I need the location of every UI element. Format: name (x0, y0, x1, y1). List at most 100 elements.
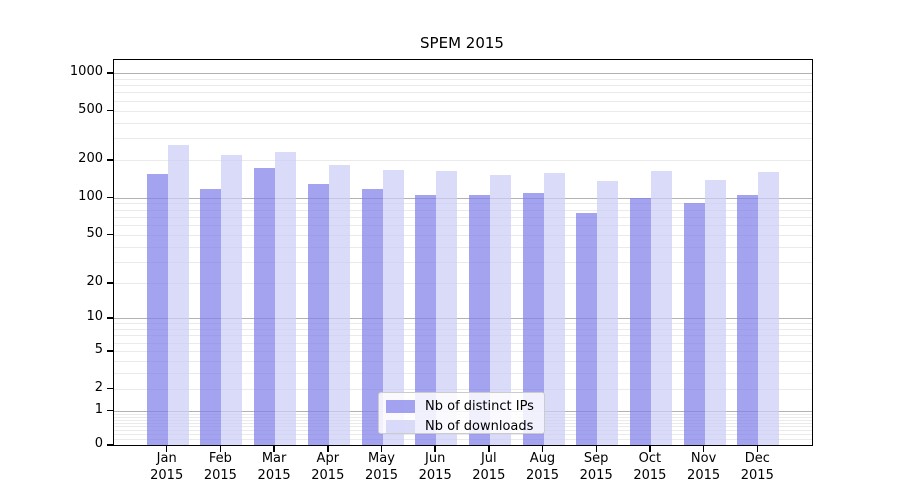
bars-layer (114, 60, 812, 445)
y-tick-10 (107, 317, 113, 319)
bar-downloads-aug (543, 173, 565, 445)
y-tick-label-5: 5 (94, 342, 103, 358)
y-tick-label-10: 10 (86, 309, 103, 325)
x-tick-nov (702, 445, 705, 452)
major-gridline-10 (114, 318, 812, 320)
x-tick-label-oct: Oct 2015 (633, 451, 667, 483)
y-tick-label-100: 100 (78, 188, 103, 204)
legend-label-distinct-ips: Nb of distinct IPs (425, 398, 534, 414)
x-tick-mar (273, 445, 275, 452)
bar-distinct-ips-jan (146, 174, 168, 445)
x-tick-sep (595, 445, 597, 452)
bar-distinct-ips-dec (737, 194, 759, 445)
bar-downloads-may (382, 170, 404, 445)
y-tick-2 (107, 387, 113, 390)
bar-downloads-apr (328, 165, 350, 445)
minor-gridline-600 (114, 100, 812, 102)
y-tick-label-0: 0 (94, 436, 103, 451)
minor-gridline-4 (114, 361, 812, 362)
bar-downloads-jul (489, 174, 511, 445)
bar-downloads-jan (167, 145, 189, 445)
bar-distinct-ips-apr (307, 183, 329, 445)
x-tick-may (380, 445, 383, 452)
x-tick-label-nov: Nov 2015 (687, 451, 721, 483)
y-tick-label-200: 200 (78, 151, 103, 167)
y-tick-1 (107, 409, 113, 412)
legend-item-downloads: Nb of downloads (379, 418, 544, 434)
minor-gridline-20 (114, 283, 812, 284)
y-tick-200 (107, 159, 113, 161)
y-tick-label-50: 50 (86, 225, 103, 241)
minor-gridline-900 (114, 78, 812, 80)
x-tick-label-may: May 2015 (364, 451, 399, 483)
x-tick-label-feb: Feb 2015 (203, 451, 237, 483)
x-tick-aug (541, 445, 544, 452)
x-tick-jun (434, 445, 436, 452)
x-tick-label-aug: Aug 2015 (525, 451, 560, 483)
legend-swatch-downloads (386, 419, 415, 433)
bar-downloads-oct (650, 171, 672, 445)
y-tick-label-2: 2 (94, 379, 103, 395)
x-tick-label-dec: Dec 2015 (740, 451, 774, 483)
minor-gridline-200 (114, 160, 812, 162)
x-tick-label-jun: Jun 2015 (418, 451, 452, 483)
bar-distinct-ips-sep (576, 213, 598, 445)
x-tick-label-mar: Mar 2015 (257, 451, 291, 483)
legend: Nb of distinct IPs Nb of downloads (378, 392, 545, 434)
minor-gridline-6 (114, 342, 812, 344)
minor-gridline-50 (114, 234, 812, 236)
x-tick-feb (219, 445, 222, 452)
plot-area: Nb of distinct IPs Nb of downloads (113, 59, 813, 446)
legend-swatch-distinct-ips (386, 399, 415, 413)
bar-downloads-feb (221, 154, 243, 445)
bar-distinct-ips-mar (254, 168, 276, 445)
bar-downloads-sep (597, 181, 619, 445)
bar-downloads-jun (436, 171, 458, 445)
x-tick-jan (165, 445, 168, 452)
minor-gridline-5 (114, 351, 812, 353)
bar-downloads-mar (275, 151, 297, 445)
bar-distinct-ips-feb (200, 188, 222, 445)
bar-distinct-ips-jun (415, 195, 437, 445)
y-tick-label-20: 20 (86, 274, 103, 289)
minor-gridline-400 (114, 122, 812, 124)
minor-gridline-800 (114, 85, 812, 87)
bar-distinct-ips-jul (468, 194, 490, 445)
bar-distinct-ips-aug (522, 192, 544, 445)
y-tick-500 (107, 109, 113, 112)
bar-downloads-dec (758, 172, 780, 445)
y-tick-100 (107, 196, 113, 199)
major-gridline-100 (114, 197, 812, 199)
minor-gridline-8 (114, 329, 812, 330)
y-tick-5 (107, 350, 113, 352)
x-tick-label-sep: Sep 2015 (579, 451, 613, 483)
bar-distinct-ips-oct (629, 197, 651, 445)
y-tick-label-500: 500 (78, 101, 103, 117)
y-tick-1000 (107, 72, 113, 74)
legend-label-downloads: Nb of downloads (425, 418, 534, 434)
x-tick-jul (488, 445, 490, 452)
bar-distinct-ips-may (361, 188, 383, 445)
minor-gridline-3 (114, 373, 812, 375)
x-tick-label-jul: Jul 2015 (472, 451, 506, 483)
minor-gridline-40 (114, 246, 812, 248)
minor-gridline-80 (114, 209, 812, 211)
minor-gridline-0.2 (114, 438, 812, 440)
x-tick-oct (649, 445, 651, 452)
minor-gridline-0.30000000000000004 (114, 434, 812, 436)
chart-title: SPEM 2015 (420, 34, 504, 52)
y-tick-0 (107, 444, 113, 446)
minor-gridline-2 (114, 388, 812, 390)
minor-gridline-60 (114, 225, 812, 227)
minor-gridline-70 (114, 216, 812, 218)
x-tick-apr (327, 445, 329, 452)
legend-item-distinct-ips: Nb of distinct IPs (379, 398, 544, 414)
y-tick-label-1000: 1000 (69, 64, 103, 79)
x-tick-dec (756, 445, 759, 452)
x-tick-label-jan: Jan 2015 (150, 451, 184, 483)
y-tick-20 (107, 282, 113, 284)
y-tick-label-1: 1 (94, 401, 103, 417)
minor-gridline-7 (114, 335, 812, 337)
bar-distinct-ips-nov (683, 203, 705, 445)
